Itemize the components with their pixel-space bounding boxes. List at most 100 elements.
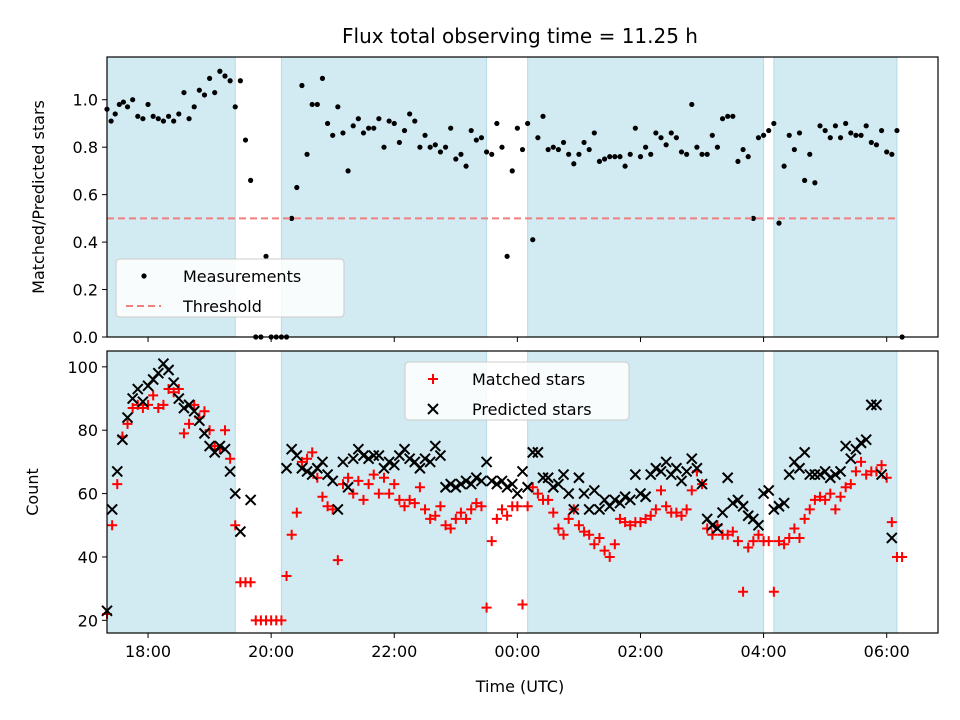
predicted-stars-point <box>178 402 190 414</box>
matched-stars-point <box>281 570 292 581</box>
measurements-point <box>827 135 833 141</box>
predicted-stars-point <box>403 453 416 465</box>
matched-stars-point <box>122 418 133 429</box>
matched-stars-point <box>527 482 538 493</box>
measurements-point <box>376 116 382 122</box>
predicted-stars-point <box>511 487 524 500</box>
matched-stars-point <box>835 491 846 502</box>
matched-stars-point <box>358 494 369 505</box>
predicted-stars-point <box>875 468 888 481</box>
measurements-point <box>663 142 669 148</box>
predicted-stars-point <box>568 503 580 516</box>
predicted-stars-point <box>434 449 447 462</box>
matched-stars-point <box>645 510 656 521</box>
measurements-point <box>566 151 572 157</box>
predicted-stars-point <box>347 453 359 465</box>
measurements-point <box>776 220 782 226</box>
predicted-stars-point <box>152 367 165 379</box>
measurements-point <box>730 113 736 119</box>
matched-stars-point <box>579 526 590 537</box>
measurements-point <box>222 73 228 79</box>
matched-stars-point <box>676 510 687 521</box>
matched-stars-point <box>173 384 184 395</box>
matched-stars-point <box>291 507 302 518</box>
measurements-point <box>155 116 161 122</box>
measurements-point <box>837 135 844 141</box>
matched-stars-point <box>656 485 666 496</box>
measurements-point <box>212 89 218 96</box>
predicted-stars-point <box>198 427 211 440</box>
measurements-point <box>242 137 249 143</box>
matched-stars-point <box>876 460 887 471</box>
predicted-stars-point <box>291 449 303 462</box>
predicted-stars-point <box>783 468 795 481</box>
matched-stars-point <box>384 488 395 499</box>
matched-stars-point <box>496 504 507 515</box>
measurements-point <box>196 87 202 93</box>
matched-stars-point <box>471 498 482 509</box>
measurements-point <box>658 135 664 141</box>
matched-stars-point <box>594 532 605 543</box>
measurements-point <box>581 139 587 146</box>
measurements-point <box>750 215 756 221</box>
measurements-legend-label: Measurements <box>183 267 301 286</box>
matched-stars-point <box>225 453 236 464</box>
matched-stars-point <box>789 523 800 534</box>
predicted-stars-point <box>696 478 708 490</box>
predicted-stars-point <box>532 446 544 459</box>
measurements-point <box>165 113 172 119</box>
measurements-point <box>668 130 674 136</box>
measurements-point <box>766 127 772 134</box>
predicted-stars-point <box>219 443 231 455</box>
measurements-point <box>294 184 300 191</box>
measurements-point <box>612 154 618 160</box>
predicted-stars-point <box>516 465 529 478</box>
predicted-stars-point <box>486 475 498 487</box>
measurements-point <box>586 146 592 153</box>
predicted-stars-point <box>609 494 621 506</box>
predicted-stars-point <box>860 434 872 446</box>
measurements-point <box>555 146 562 153</box>
matched-stars-point <box>168 387 179 398</box>
measurements-point <box>853 132 859 138</box>
matched-stars-point <box>589 539 600 550</box>
matched-stars-point <box>184 418 195 429</box>
matched-stars-point <box>455 507 466 518</box>
matched-stars-point <box>753 529 764 540</box>
predicted-stars-point <box>557 468 570 481</box>
measurements-legend-swatch <box>141 273 147 279</box>
measurements-point <box>684 151 690 157</box>
predicted-stars-point <box>121 411 134 424</box>
matched-stars-point <box>379 472 389 483</box>
measurements-point <box>509 168 515 174</box>
matched-stars-point <box>707 529 718 540</box>
measurements-point <box>571 161 577 167</box>
matched-stars-point <box>722 529 733 540</box>
predicted-stars-point <box>450 481 462 493</box>
matched-stars-point <box>727 526 738 537</box>
predicted-stars-point <box>332 503 344 516</box>
measurements-point <box>140 116 146 122</box>
predicted-stars-point <box>106 503 118 516</box>
matched-stars-point <box>461 513 472 524</box>
matched-stars-point <box>584 529 595 540</box>
predicted-stars-point <box>116 434 129 446</box>
matched-stars-point <box>486 536 497 547</box>
measurements-point <box>504 253 510 259</box>
predicted-stars-point <box>588 484 601 497</box>
predicted-stars-point <box>111 465 123 478</box>
measurements-point <box>889 151 895 157</box>
matched-stars-point <box>799 513 810 524</box>
predicted-stars-point <box>368 449 380 462</box>
predicted-stars-point <box>763 484 775 497</box>
matched-stars-point <box>450 513 461 524</box>
predicted-stars-point <box>660 456 672 468</box>
measurements-point <box>760 132 767 138</box>
matched-stars-point <box>502 510 513 521</box>
measurements-point <box>545 146 551 153</box>
predicted-stars-point <box>716 506 729 519</box>
predicted-stars-point <box>721 472 734 484</box>
matched-stars-point <box>784 532 795 543</box>
matched-stars-point <box>209 441 220 452</box>
